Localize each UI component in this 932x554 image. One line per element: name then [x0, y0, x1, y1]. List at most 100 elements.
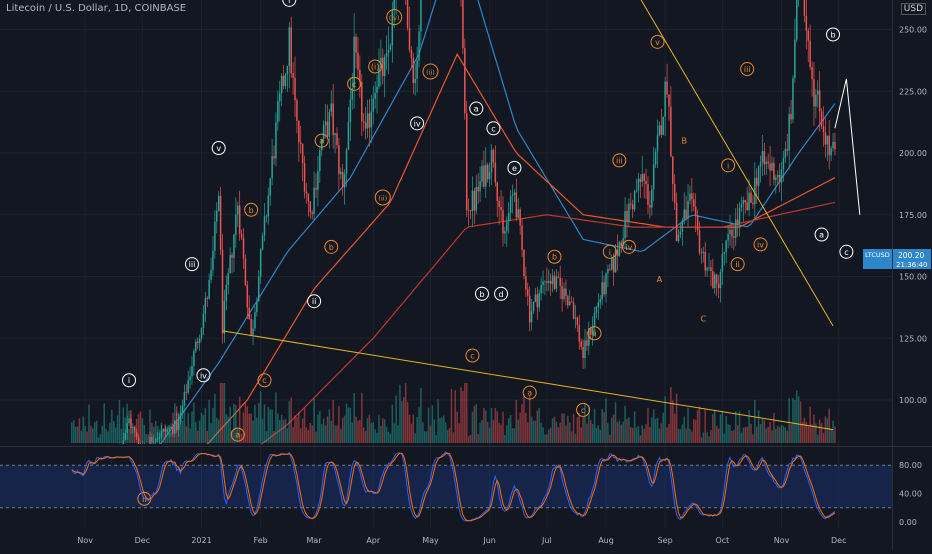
candle-body — [393, 0, 395, 10]
wave-label: c — [262, 376, 266, 385]
volume-bar — [214, 393, 216, 443]
candle-body — [616, 249, 619, 256]
volume-bar — [528, 395, 531, 443]
volume-bar — [776, 425, 779, 443]
candle-body — [643, 174, 645, 181]
volume-bar — [320, 424, 323, 443]
wave-label-ring — [196, 368, 211, 383]
candle-body — [691, 193, 693, 200]
wave-label-ring — [621, 239, 636, 254]
volume-bar — [668, 423, 670, 443]
volume-bar — [376, 432, 378, 443]
volume-bar — [284, 418, 287, 443]
candle-body — [328, 111, 331, 137]
volume-bar — [334, 425, 336, 443]
volume-bar — [370, 422, 373, 443]
volume-bar — [740, 432, 743, 443]
volume-bar — [530, 416, 533, 443]
candle-body — [383, 56, 386, 77]
candle-body — [593, 312, 596, 326]
volume-bar — [254, 404, 256, 443]
candle-body — [530, 311, 533, 323]
volume-bar — [275, 392, 277, 443]
candle-body — [151, 437, 153, 443]
candle-body — [202, 313, 205, 328]
volume-bar — [382, 418, 384, 443]
volume-bar — [84, 425, 86, 443]
candle-body — [626, 211, 628, 222]
wave-label-ring — [368, 59, 383, 74]
wave-label-ring — [469, 101, 484, 116]
time-tick-label: Sep — [658, 536, 673, 545]
volume-bar — [269, 409, 271, 443]
wave-label-ring — [753, 237, 768, 252]
candle-body — [271, 156, 273, 179]
volume-bar — [202, 415, 205, 443]
volume-bar — [143, 425, 146, 443]
moving-averages — [159, 0, 836, 444]
candle-body — [506, 221, 508, 232]
price-tick-label: 125.00 — [899, 334, 927, 343]
volume-bar — [553, 416, 556, 443]
volume-bar — [88, 404, 90, 443]
volume-bar — [738, 411, 741, 443]
candle-body — [324, 121, 327, 126]
volume-bar — [557, 427, 560, 443]
volume-bar — [731, 430, 733, 443]
candle-body — [338, 145, 340, 175]
volume-bar — [824, 416, 827, 443]
wave-label-ring — [410, 116, 425, 131]
currency-badge[interactable]: USD — [900, 3, 926, 15]
volume-bar — [616, 422, 619, 443]
volume-bar — [817, 435, 819, 443]
wave-label-ring — [576, 402, 591, 417]
volume-bar — [588, 405, 590, 443]
volume-bar — [141, 418, 144, 443]
wave-label-ring — [721, 158, 736, 173]
volume-bar — [198, 420, 201, 443]
candle-body — [555, 276, 558, 289]
volume-bar — [826, 418, 829, 443]
volume-bar — [624, 405, 626, 443]
candle-body — [258, 276, 260, 301]
volume-bar — [607, 423, 609, 443]
candle-body — [544, 281, 546, 283]
volume-bar — [103, 403, 105, 443]
candle-body — [761, 151, 764, 163]
volume-bar — [355, 416, 357, 443]
wave-label-ring — [814, 227, 829, 242]
candle-body — [246, 284, 249, 308]
candle-body — [639, 178, 642, 182]
volume-bar — [92, 428, 94, 443]
candle-body — [811, 67, 813, 80]
candle-body — [208, 279, 210, 299]
volume-bar — [109, 422, 111, 443]
volume-bar — [256, 417, 258, 443]
volume-bar — [651, 417, 653, 443]
wave-label-ring — [374, 189, 391, 206]
volume-bar — [105, 428, 107, 443]
candle-body — [334, 133, 336, 136]
volume-bar — [225, 414, 228, 443]
candle-body — [166, 429, 168, 432]
volume-bar — [494, 408, 497, 443]
volume-bar — [351, 422, 353, 443]
candle-body — [420, 0, 422, 32]
candle-body — [727, 233, 729, 241]
volume-bar — [673, 413, 676, 443]
candle-body — [488, 172, 491, 180]
volume-bar — [154, 421, 157, 443]
candle-body — [679, 231, 682, 235]
wave-label: v — [216, 144, 221, 153]
volume-bar — [765, 428, 768, 443]
volume-bar — [687, 407, 689, 443]
candle-body — [769, 163, 771, 171]
candle-body — [137, 437, 140, 444]
candle-body — [597, 302, 600, 307]
candle-body — [704, 251, 706, 271]
candle-body — [231, 254, 233, 258]
volume-bar — [475, 404, 478, 443]
candle-body — [156, 438, 159, 440]
candle-body — [784, 149, 787, 158]
